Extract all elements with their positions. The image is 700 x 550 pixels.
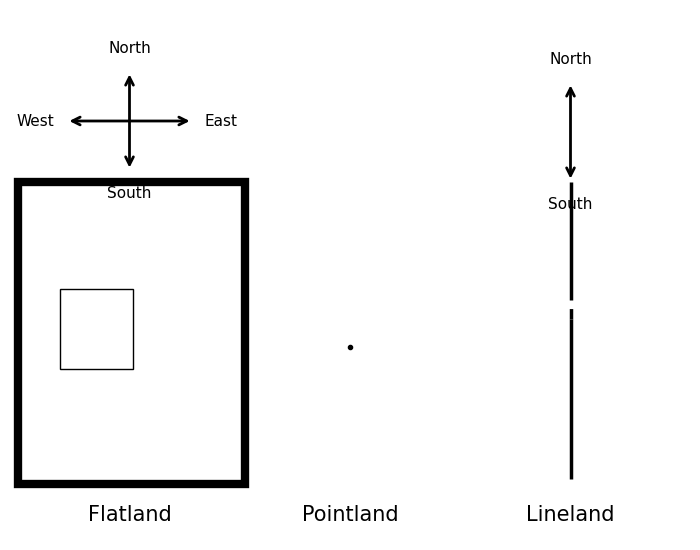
Text: South: South [548,197,593,212]
Text: North: North [549,52,592,67]
Text: West: West [17,113,55,129]
Text: Flatland: Flatland [88,505,172,525]
Text: East: East [204,113,237,129]
Text: North: North [108,41,151,56]
Bar [60,289,133,368]
Text: Lineland: Lineland [526,505,615,525]
Text: Pointland: Pointland [302,505,398,525]
Bar [18,182,245,484]
Text: South: South [107,186,152,201]
